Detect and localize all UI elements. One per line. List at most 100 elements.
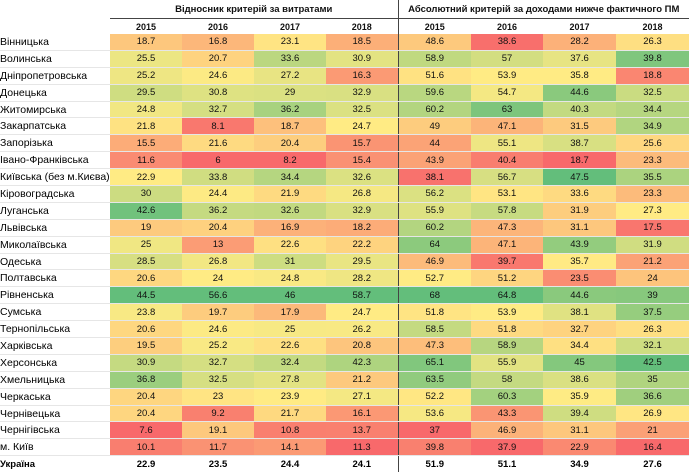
value-cell: 17.5 [616, 219, 690, 237]
value-cell: 15.5 [110, 134, 182, 153]
region-name: Тернопільська [0, 320, 110, 339]
table-row: Закарпатська 21.8 8.1 18.7 24.7 49 47.1 31.5 34.… [0, 117, 690, 136]
year-header: 2017 [569, 21, 590, 32]
region-name: Херсонська [0, 354, 110, 372]
value-cell: 9.2 [182, 405, 254, 423]
table-row: Рівненська 44.5 56.6 46 58.7 68 64.8 44.6 39 [0, 286, 690, 305]
value-cell: 43.3 [471, 405, 544, 423]
table-row: Луганська 42.6 36.2 32.6 32.9 55.9 57.8 31.9 27.… [0, 202, 690, 220]
value-cell: 23.9 [254, 388, 326, 406]
value-cell: 25.6 [616, 134, 690, 153]
value-cell: 47.3 [471, 219, 544, 237]
value-cell: 16.9 [254, 219, 326, 237]
value-cell: 49 [397, 117, 472, 136]
value-cell: 42.6 [110, 202, 182, 220]
value-cell: 43.9 [543, 236, 617, 254]
value-cell: 29.5 [326, 253, 399, 271]
value-cell: 39.4 [543, 405, 617, 423]
value-cell: 53.9 [471, 67, 544, 85]
value-cell: 23.5 [182, 455, 254, 472]
value-cell: 58.9 [397, 50, 472, 68]
value-cell: 27.1 [326, 388, 399, 406]
value-cell: 24.8 [254, 269, 326, 288]
value-cell: 20.4 [110, 405, 182, 423]
value-cell: 40.4 [471, 151, 544, 170]
value-cell: 27.3 [616, 202, 690, 220]
value-cell: 24 [182, 269, 254, 288]
value-cell: 31.5 [543, 117, 617, 136]
corner-cell [0, 0, 110, 19]
value-cell: 32.4 [254, 354, 326, 372]
value-cell: 26.3 [616, 34, 690, 51]
value-cell: 44 [397, 134, 472, 153]
value-cell: 47.3 [397, 337, 472, 355]
value-cell: 38.6 [543, 371, 617, 389]
region-name: Одеська [0, 253, 110, 271]
year-header: 2017 [279, 21, 301, 32]
value-cell: 20.6 [110, 269, 182, 288]
table-row: Київська (без м.Києва) 22.9 33.8 34.4 32.6 38… [0, 168, 690, 187]
value-cell: 64 [397, 236, 472, 254]
region-name: Черкаська [0, 388, 110, 406]
value-cell: 43.9 [397, 151, 472, 170]
value-cell: 16.4 [616, 438, 690, 457]
value-cell: 24.7 [326, 303, 399, 322]
value-cell: 51.2 [471, 269, 544, 288]
value-cell: 44.5 [110, 286, 182, 305]
table-row: Тернопільська 20.6 24.6 25 26.2 58.5 51.8 32.7 2… [0, 320, 690, 339]
value-cell: 23 [182, 388, 254, 406]
group-header-row: Відносник критерій за витратами Абсолютн… [0, 0, 690, 19]
table-row: м. Київ 10.1 11.7 14.1 11.3 39.8 37.9 22.9 16.4 [0, 438, 690, 457]
value-cell: 32.7 [182, 101, 254, 119]
value-cell: 31.9 [543, 202, 617, 220]
year-header: 2016 [497, 21, 518, 32]
value-cell: 11.3 [326, 438, 399, 457]
value-cell: 65.1 [397, 354, 472, 372]
value-cell: 56.6 [182, 286, 254, 305]
value-cell: 28.5 [110, 253, 182, 271]
year-header: 2016 [207, 21, 229, 32]
value-cell: 38.1 [397, 168, 472, 187]
value-cell: 35.5 [616, 168, 690, 187]
region-name: Вінницька [0, 34, 110, 51]
value-cell: 38.1 [543, 303, 617, 322]
value-cell: 55.1 [471, 134, 544, 153]
region-name: Львівська [0, 219, 110, 237]
year-header-row: 2015 2016 2017 2018 2015 2016 2017 2018 [0, 18, 689, 35]
corner-cell [0, 19, 110, 35]
value-cell: 44.6 [543, 84, 617, 102]
value-cell: 27.8 [254, 371, 326, 389]
value-cell: 14.1 [254, 438, 326, 457]
value-cell: 32.7 [543, 320, 617, 339]
table-row: Івано-Франківська 11.6 6 8.2 15.4 43.9 40.4 18.… [0, 151, 690, 170]
value-cell: 68 [397, 286, 472, 305]
value-cell: 31 [254, 253, 326, 271]
value-cell: 29.5 [110, 84, 182, 102]
value-cell: 20.8 [326, 337, 399, 355]
value-cell: 24.4 [254, 455, 326, 472]
value-cell: 56.7 [471, 168, 544, 187]
value-cell: 20.7 [182, 50, 254, 68]
value-cell: 18.2 [326, 219, 399, 237]
value-cell: 21.9 [254, 185, 326, 203]
value-cell: 32.6 [254, 202, 326, 220]
value-cell: 20.6 [110, 320, 182, 339]
table-row: Чернівецька 20.4 9.2 21.7 16.1 53.6 43.3 39.4 26… [0, 405, 690, 423]
group-header-income: Абсолютний критерій за доходами нижче фа… [397, 0, 690, 19]
value-cell: 34.4 [254, 168, 326, 187]
value-cell: 18.7 [543, 151, 617, 170]
value-cell: 8.1 [182, 117, 254, 136]
value-cell: 20.4 [110, 388, 182, 406]
value-cell: 26.2 [326, 320, 399, 339]
value-cell: 23.3 [616, 151, 690, 170]
region-name: Дніпропетровська [0, 67, 110, 85]
value-cell: 47.1 [471, 236, 544, 254]
value-cell: 26.9 [616, 405, 690, 423]
year-header: 2018 [642, 21, 663, 32]
value-cell: 31.1 [543, 421, 617, 440]
value-cell: 21 [616, 421, 690, 440]
value-cell: 21.2 [326, 371, 399, 389]
value-cell: 42.3 [326, 354, 399, 372]
value-cell: 20.4 [182, 219, 254, 237]
value-cell: 57.8 [471, 202, 544, 220]
